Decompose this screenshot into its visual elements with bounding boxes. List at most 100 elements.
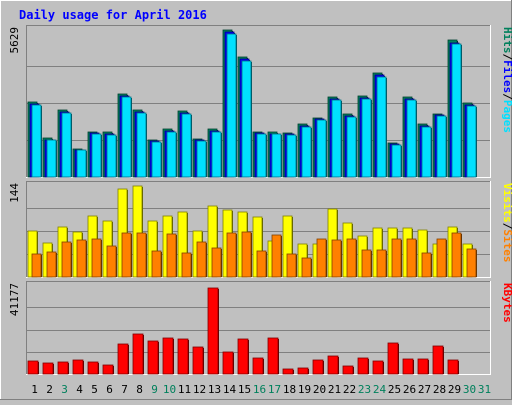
bar-sites-day-12	[196, 241, 207, 278]
series-pages	[31, 33, 477, 178]
bar-kbytes-day-22	[342, 365, 354, 375]
bar-sites-day-13	[211, 247, 222, 278]
bar-kbytes-day-5	[87, 361, 99, 375]
series-sites	[31, 231, 477, 278]
bar-sites-day-3	[61, 241, 72, 278]
panel-bottom-max-label: 41177	[8, 283, 21, 316]
bar-pages-day-26	[406, 99, 417, 178]
bar-sites-day-23	[361, 249, 372, 278]
bar-kbytes-day-25	[387, 342, 399, 375]
bar-pages-day-6	[106, 134, 117, 178]
bar-kbytes-day-20	[312, 359, 324, 375]
bar-kbytes-day-12	[192, 346, 204, 375]
x-tick-label-day-31: 31	[478, 383, 491, 396]
bar-sites-day-17	[271, 234, 282, 278]
x-tick-label-day-10: 10	[163, 383, 176, 396]
bar-pages-day-14	[226, 33, 237, 178]
x-tick-label-day-9: 9	[151, 383, 158, 396]
x-tick-label-day-23: 23	[358, 383, 371, 396]
x-tick-label-day-17: 17	[268, 383, 281, 396]
x-tick-label-day-26: 26	[403, 383, 416, 396]
bar-pages-day-3	[61, 112, 72, 178]
x-tick-label-day-15: 15	[238, 383, 251, 396]
legend-label: /	[501, 54, 512, 61]
bar-sites-day-20	[316, 238, 327, 278]
bar-kbytes-day-23	[357, 357, 369, 375]
x-tick-label-day-13: 13	[208, 383, 221, 396]
bar-sites-day-10	[166, 233, 177, 278]
bar-sites-day-8	[136, 232, 147, 278]
x-tick-label-day-4: 4	[76, 383, 83, 396]
x-tick-label-day-16: 16	[253, 383, 266, 396]
panel-middle-legend: Visits/Sites	[501, 183, 512, 263]
bar-pages-day-16	[256, 133, 267, 178]
bar-sites-day-24	[376, 249, 387, 278]
panel-bottom-legend: KBytes	[501, 283, 512, 323]
bar-pages-day-24	[376, 76, 387, 178]
panel-middle-max-label: 144	[8, 183, 21, 203]
x-tick-label-day-28: 28	[433, 383, 446, 396]
bar-kbytes-day-19	[297, 367, 309, 375]
bar-pages-day-25	[391, 144, 402, 178]
x-tick-label-day-21: 21	[328, 383, 341, 396]
bar-pages-day-18	[286, 134, 297, 178]
x-tick-label-day-14: 14	[223, 383, 237, 396]
x-tick-label-day-27: 27	[418, 383, 431, 396]
bar-pages-day-7	[121, 96, 132, 178]
bar-sites-day-21	[331, 239, 342, 278]
x-tick-label-day-18: 18	[283, 383, 296, 396]
legend-label: Pages	[501, 100, 512, 133]
bar-sites-day-16	[256, 250, 267, 278]
bar-kbytes-day-8	[132, 333, 144, 375]
bar-kbytes-day-6	[102, 364, 114, 375]
bar-kbytes-day-29	[447, 359, 459, 375]
bar-sites-day-25	[391, 238, 402, 278]
bar-sites-day-4	[76, 239, 87, 278]
bar-sites-day-26	[406, 238, 417, 278]
bar-sites-day-9	[151, 250, 162, 278]
bar-kbytes-day-27	[417, 358, 429, 375]
bar-sites-day-5	[91, 238, 102, 278]
legend-label: Files	[501, 60, 512, 93]
bar-kbytes-day-14	[222, 351, 234, 375]
bar-kbytes-day-21	[327, 355, 339, 375]
bar-sites-day-11	[181, 252, 192, 278]
bar-sites-day-29	[451, 232, 462, 278]
x-tick-label-day-8: 8	[136, 383, 143, 396]
bar-sites-day-7	[121, 232, 132, 278]
bar-kbytes-day-10	[162, 337, 174, 375]
legend-label: Visits	[501, 183, 512, 223]
bar-sites-day-1	[31, 253, 42, 278]
bar-kbytes-day-28	[432, 345, 444, 375]
bar-pages-day-9	[151, 141, 162, 178]
bar-pages-day-11	[181, 113, 192, 178]
chart-title: Daily usage for April 2016	[19, 8, 207, 22]
bar-pages-day-5	[91, 133, 102, 178]
x-tick-label-day-1: 1	[31, 383, 38, 396]
bar-pages-day-29	[451, 43, 462, 178]
x-tick-label-day-22: 22	[343, 383, 356, 396]
bar-kbytes-day-1	[27, 360, 39, 375]
bar-pages-day-2	[46, 139, 57, 178]
bar-pages-day-19	[301, 126, 312, 178]
legend-label: /	[501, 223, 512, 230]
bar-sites-day-22	[346, 238, 357, 278]
bar-sites-day-30	[466, 248, 477, 278]
bar-kbytes-day-7	[117, 343, 129, 375]
bar-kbytes-day-13	[207, 287, 219, 375]
bar-sites-day-6	[106, 245, 117, 278]
bar-pages-day-8	[136, 112, 147, 178]
bar-pages-day-27	[421, 126, 432, 178]
bar-sites-day-19	[301, 257, 312, 278]
panel-bottom: 41177 KBytes	[8, 281, 512, 375]
x-tick-label-day-2: 2	[46, 383, 53, 396]
x-tick-label-day-25: 25	[388, 383, 401, 396]
x-tick-label-day-7: 7	[121, 383, 128, 396]
bar-pages-day-22	[346, 116, 357, 178]
legend-label: KBytes	[501, 283, 512, 323]
bar-sites-day-27	[421, 252, 432, 278]
bar-sites-day-14	[226, 232, 237, 278]
bar-pages-day-13	[211, 131, 222, 178]
